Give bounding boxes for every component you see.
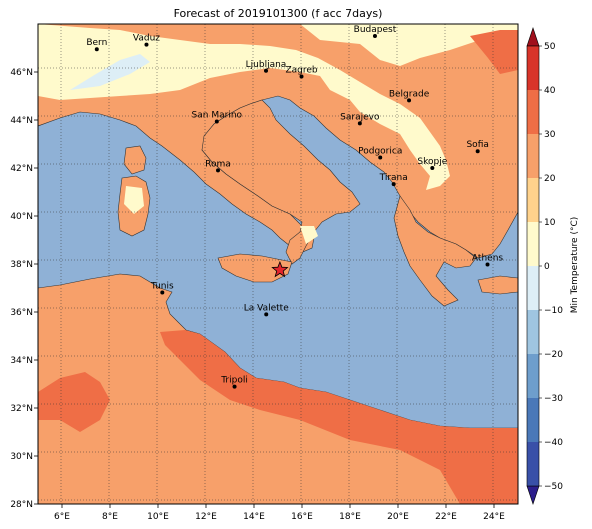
- lat-tick-label: 46°N: [10, 68, 33, 78]
- alps-cold-patch: [70, 54, 150, 90]
- lon-tick-label: 24°E: [483, 512, 505, 522]
- lat-tick-label: 42°N: [10, 164, 33, 174]
- north-africa-warm-band: [38, 330, 518, 504]
- city-label: Sarajevo: [340, 112, 380, 122]
- city-dot: [378, 155, 383, 160]
- city-label: Budapest: [354, 25, 397, 35]
- city-dot: [391, 182, 396, 187]
- sicily-land: [217, 253, 293, 283]
- city-label: San Marino: [192, 110, 243, 120]
- city-dot: [232, 384, 237, 389]
- star-marker-icon: [271, 260, 289, 278]
- map-title: Forecast of 2019101300 (f acc 7days): [173, 7, 383, 20]
- city-dot: [144, 42, 149, 47]
- sardinia-cool: [124, 186, 144, 214]
- lon-tick-label: 18°E: [339, 512, 361, 522]
- colorbar-tick-label: −30: [544, 394, 563, 404]
- colorbar-bottom-extend: [526, 485, 540, 505]
- colorbar-band: [527, 46, 539, 90]
- city-label: Tirana: [379, 173, 408, 183]
- city-label: Athens: [472, 253, 503, 263]
- colorbar-tick-label: 30: [544, 130, 556, 140]
- lon-tick-label: 16°E: [291, 512, 313, 522]
- colorbar-tick-label: −10: [544, 306, 563, 316]
- city-dot: [475, 149, 480, 154]
- city-label: Ljubljana: [246, 60, 287, 70]
- lon-axis: 6°E 8°E 10°E 12°E 14°E 16°E 18°E 20°E 22°E 24°E: [54, 504, 505, 522]
- city-dot: [214, 119, 219, 124]
- lon-tick-label: 20°E: [387, 512, 409, 522]
- city-label: Belgrade: [389, 89, 430, 99]
- city-dot: [94, 47, 99, 52]
- lat-tick-label: 40°N: [10, 212, 33, 222]
- city-label: Tripoli: [220, 376, 248, 386]
- colorbar-tick-label: 50: [544, 42, 556, 52]
- city-dot: [485, 262, 490, 267]
- lon-tick-label: 14°E: [243, 512, 265, 522]
- lat-tick-label: 44°N: [10, 116, 33, 126]
- city-dot: [160, 290, 165, 295]
- colorbar-band: [527, 442, 539, 486]
- alps-cold-region: [38, 24, 518, 190]
- colorbar-tick-label: 10: [544, 218, 556, 228]
- colorbar: 50 40 30 20 10 0 −10 −20 −30 −40 −50: [526, 27, 563, 505]
- colorbar-band: [527, 266, 539, 310]
- city-label: Bern: [86, 38, 107, 48]
- city-label: Tunis: [150, 282, 174, 292]
- colorbar-band: [527, 178, 539, 222]
- city-label: Zagreb: [285, 66, 317, 76]
- lon-tick-label: 8°E: [102, 512, 118, 522]
- city-label: La Valette: [244, 303, 289, 313]
- marker-layer: [271, 260, 289, 278]
- lon-tick-label: 6°E: [54, 512, 70, 522]
- graticule: [38, 24, 518, 504]
- colorbar-band: [527, 134, 539, 178]
- city-dot: [264, 312, 269, 317]
- city-label: Skopje: [417, 157, 447, 167]
- lat-tick-label: 32°N: [10, 404, 33, 414]
- city-label: Podgorica: [358, 146, 402, 156]
- city-dot: [299, 74, 304, 79]
- colorbar-tick-label: 0: [544, 262, 550, 272]
- lon-tick-label: 12°E: [195, 512, 217, 522]
- colorbar-top-extend: [526, 27, 540, 47]
- city-dot: [372, 34, 377, 38]
- balkans-land: [393, 195, 477, 307]
- colorbar-tick-label: −40: [544, 438, 563, 448]
- city-dot: [264, 68, 268, 73]
- city-label: Roma: [205, 159, 231, 169]
- lat-tick-label: 34°N: [10, 356, 33, 366]
- lat-tick-label: 28°N: [10, 500, 33, 510]
- city-label: Vaduz: [133, 34, 160, 44]
- city-dot: [216, 168, 220, 173]
- colorbar-tick-label: −20: [544, 350, 563, 360]
- lat-tick-label: 30°N: [10, 452, 33, 462]
- colorbar-tick-label: −50: [544, 482, 563, 492]
- italy-land: [201, 99, 361, 265]
- colorbar-band: [527, 310, 539, 354]
- lon-tick-label: 22°E: [435, 512, 457, 522]
- balkan-warm-patch: [470, 30, 518, 74]
- lon-tick-label: 10°E: [147, 512, 169, 522]
- city-dot: [430, 166, 435, 170]
- colorbar-band: [527, 222, 539, 266]
- colorbar-label: Min Temperature (°C): [570, 217, 580, 314]
- colorbar-tick-label: 40: [544, 86, 556, 96]
- colorbar-band: [527, 398, 539, 442]
- colorbar-tick-label: 20: [544, 174, 556, 184]
- italy-cool-patch: [300, 226, 318, 244]
- colorbar-band: [527, 354, 539, 398]
- corsica-land: [123, 145, 147, 175]
- greek-islands: [477, 275, 518, 295]
- city-label: Sofia: [466, 140, 488, 150]
- lat-tick-label: 38°N: [10, 260, 33, 270]
- lat-axis: 46°N 44°N 42°N 40°N 38°N 36°N 34°N 32°N 30°N 28°N: [10, 68, 38, 510]
- lat-tick-label: 36°N: [10, 308, 33, 318]
- city-dot: [407, 98, 412, 103]
- city-dot: [357, 121, 362, 126]
- colorbar-band: [527, 90, 539, 134]
